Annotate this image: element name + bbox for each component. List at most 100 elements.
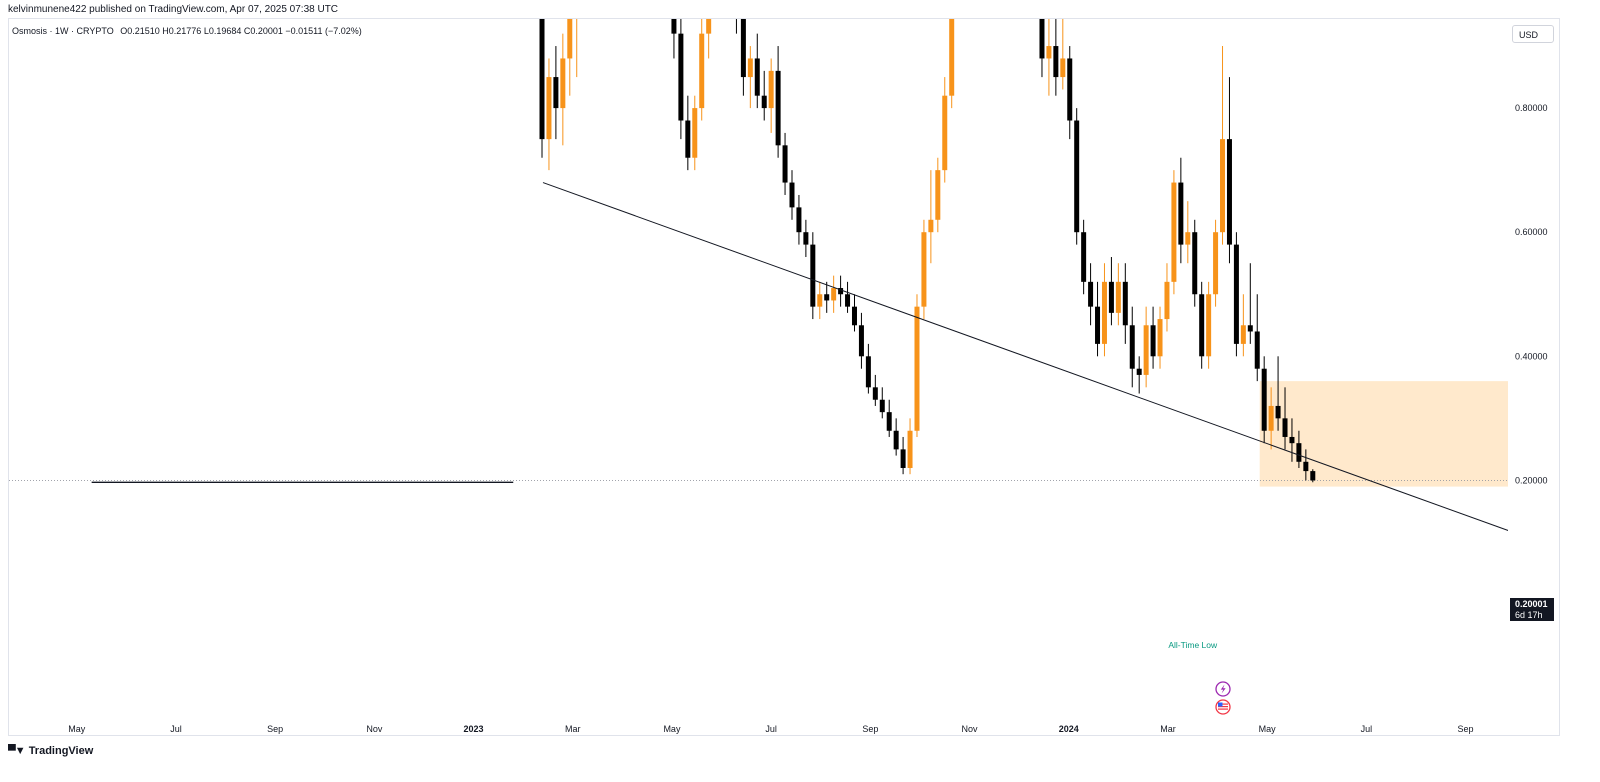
published-by-header: kelvinmunene422 published on TradingView… bbox=[8, 4, 339, 15]
candle bbox=[740, 19, 746, 96]
candle bbox=[872, 374, 878, 406]
symbol-name[interactable]: Osmosis bbox=[12, 26, 48, 36]
candle bbox=[789, 170, 795, 220]
candle bbox=[1199, 281, 1205, 369]
candle bbox=[1171, 170, 1177, 295]
candle-body bbox=[1060, 58, 1066, 78]
candle bbox=[539, 19, 545, 158]
candle-body bbox=[824, 294, 830, 301]
candle bbox=[1296, 430, 1302, 468]
candle bbox=[803, 219, 809, 258]
tradingview-logo-icon: ▀▼ bbox=[8, 745, 26, 757]
candle-body bbox=[914, 306, 920, 431]
candle-body bbox=[1101, 281, 1107, 344]
candle bbox=[706, 19, 712, 59]
candle bbox=[935, 157, 941, 233]
candle bbox=[1275, 356, 1281, 431]
x-tick-label: Sep bbox=[1458, 724, 1474, 734]
candle-body bbox=[921, 232, 927, 307]
candle bbox=[1060, 19, 1066, 90]
candle bbox=[1129, 306, 1135, 388]
candle-body bbox=[803, 232, 809, 245]
x-tick-label: Sep bbox=[862, 724, 878, 734]
x-tick-label: 2023 bbox=[464, 724, 484, 734]
candle bbox=[893, 418, 899, 456]
candle-body bbox=[1115, 281, 1121, 313]
candle-body bbox=[1254, 331, 1260, 369]
candle bbox=[1254, 294, 1260, 382]
candle bbox=[900, 436, 906, 475]
x-tick-label: Jul bbox=[170, 724, 182, 734]
tradingview-logo[interactable]: ▀▼ TradingView bbox=[8, 745, 93, 757]
candle-body bbox=[1081, 232, 1087, 282]
x-tick-label: May bbox=[1259, 724, 1277, 734]
candle-body bbox=[789, 182, 795, 208]
zones-layer bbox=[1259, 381, 1508, 487]
candle bbox=[810, 232, 816, 320]
brand-name: TradingView bbox=[28, 745, 94, 757]
events-layer[interactable] bbox=[1215, 681, 1231, 715]
candle-body bbox=[817, 294, 823, 307]
candle-body bbox=[942, 95, 948, 171]
x-tick-label: Nov bbox=[366, 724, 383, 734]
candle-body bbox=[1226, 139, 1232, 245]
candle bbox=[1192, 219, 1198, 307]
candle-body bbox=[1303, 461, 1309, 472]
candle bbox=[1150, 306, 1156, 369]
candle bbox=[796, 194, 802, 245]
candle-body bbox=[1164, 281, 1170, 320]
candle-body bbox=[560, 58, 566, 109]
x-axis[interactable]: May Jul Sep Nov 2023 Mar May Jul Sep Nov 2024 Mar Ma… bbox=[68, 724, 1473, 734]
candle bbox=[886, 399, 892, 437]
candle-body bbox=[678, 33, 684, 121]
candle-body bbox=[671, 19, 677, 34]
candle-body bbox=[1129, 325, 1135, 369]
candle bbox=[534, 0, 539, 15]
us-flag-event-icon[interactable] bbox=[1215, 699, 1231, 715]
trendlines-layer bbox=[542, 182, 1508, 531]
candle bbox=[775, 46, 781, 158]
x-tick-label: Mar bbox=[1160, 724, 1176, 734]
candle-body bbox=[539, 19, 545, 140]
candle-body bbox=[1171, 182, 1177, 282]
x-tick-label: May bbox=[663, 724, 681, 734]
candle-body bbox=[845, 294, 851, 307]
symbol-timeframe[interactable]: 1W bbox=[55, 26, 69, 36]
y-tick-label: 0.60000 bbox=[1515, 227, 1548, 237]
candle-body bbox=[1310, 471, 1316, 481]
candle-body bbox=[900, 449, 906, 468]
candle-body bbox=[1150, 325, 1156, 357]
candle-body bbox=[1275, 405, 1281, 419]
candle-body bbox=[782, 145, 788, 183]
candle-body bbox=[851, 306, 857, 326]
candle bbox=[1122, 263, 1128, 344]
candle bbox=[907, 418, 913, 475]
candle-body bbox=[1046, 46, 1052, 59]
chart-frame bbox=[8, 18, 1560, 736]
candle-body bbox=[567, 19, 573, 59]
candle-body bbox=[831, 288, 837, 301]
candle-body bbox=[546, 77, 552, 140]
candle bbox=[1310, 469, 1316, 483]
candle bbox=[1282, 387, 1288, 450]
candle bbox=[1039, 19, 1045, 78]
flash-event-icon[interactable] bbox=[1215, 681, 1231, 697]
candle bbox=[1136, 356, 1142, 394]
candle bbox=[942, 77, 948, 183]
candle bbox=[928, 170, 934, 264]
bar-countdown-tag: 6d 17h bbox=[1510, 610, 1554, 621]
candle bbox=[851, 294, 857, 332]
candle bbox=[560, 33, 566, 146]
candle bbox=[671, 19, 677, 59]
currency-button[interactable]: USD bbox=[1512, 25, 1554, 43]
candle-body bbox=[775, 70, 781, 146]
candle bbox=[727, 0, 732, 15]
candle bbox=[831, 275, 837, 313]
x-tick-label: Nov bbox=[962, 724, 979, 734]
candle bbox=[576, 19, 578, 78]
candle bbox=[1095, 281, 1101, 357]
candle bbox=[1143, 306, 1149, 388]
candle bbox=[1226, 77, 1232, 264]
